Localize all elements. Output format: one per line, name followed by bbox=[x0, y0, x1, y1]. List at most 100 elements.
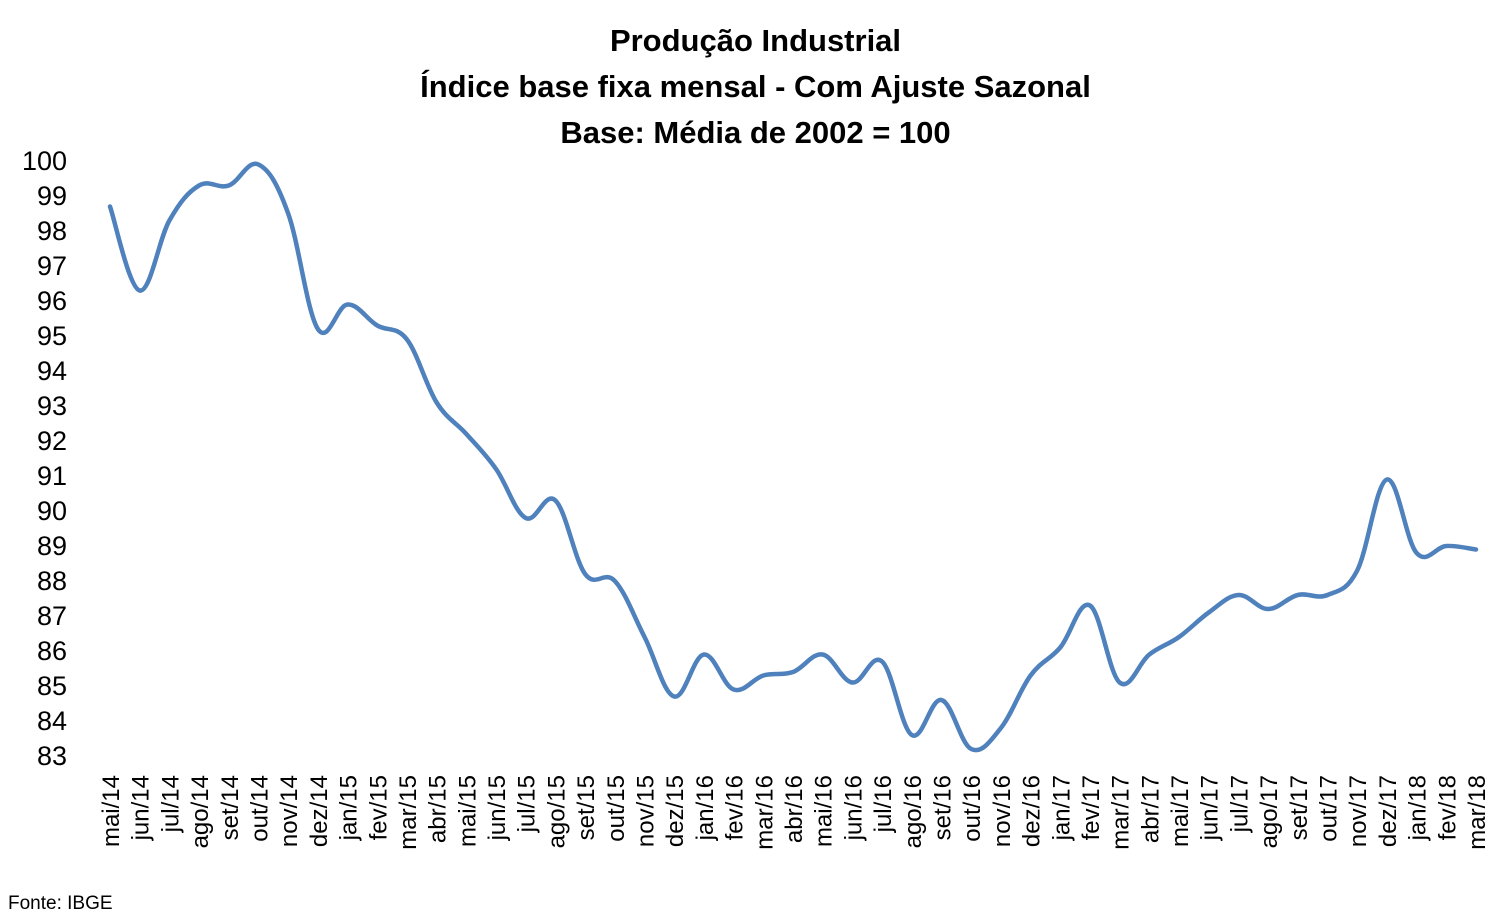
chart-subtitle-index: Índice base fixa mensal - Com Ajuste Saz… bbox=[420, 69, 1091, 104]
data-point-abr/17 bbox=[1147, 653, 1151, 657]
data-point-jun/15 bbox=[494, 467, 498, 471]
data-point-abr/16 bbox=[791, 670, 795, 674]
data-point-dez/16 bbox=[1029, 674, 1033, 678]
x-tick-label: mar/15 bbox=[395, 775, 422, 850]
data-point-jan/18 bbox=[1415, 551, 1419, 555]
data-point-ago/15 bbox=[553, 499, 557, 503]
data-point-mai/15 bbox=[464, 432, 468, 436]
y-tick-label: 84 bbox=[37, 706, 67, 736]
chart-subtitle-base: Base: Média de 2002 = 100 bbox=[560, 115, 951, 150]
x-tick-label: jan/15 bbox=[336, 775, 363, 841]
y-tick-label: 93 bbox=[37, 391, 67, 421]
x-tick-label: set/16 bbox=[929, 775, 956, 840]
x-tick-label: dez/17 bbox=[1375, 775, 1402, 847]
x-tick-label: jul/14 bbox=[157, 775, 184, 833]
x-tick-label: ago/17 bbox=[1256, 775, 1283, 848]
data-point-out/17 bbox=[1326, 593, 1330, 597]
data-point-jun/16 bbox=[850, 681, 854, 685]
y-tick-label: 100 bbox=[22, 146, 67, 176]
y-tick-label: 86 bbox=[37, 636, 67, 666]
x-tick-label: mar/16 bbox=[751, 775, 778, 850]
data-point-mai/14 bbox=[108, 205, 112, 209]
x-tick-label: jan/18 bbox=[1405, 775, 1432, 841]
x-tick-label: nov/16 bbox=[989, 775, 1016, 847]
x-tick-label: mai/17 bbox=[1167, 775, 1194, 847]
x-axis-ticks: mai/14 jun/14 jul/14 ago/14 set/14 out/14 nov/… bbox=[98, 775, 1491, 850]
source-note: Fonte: IBGE bbox=[8, 893, 113, 914]
data-point-out/15 bbox=[613, 579, 617, 583]
x-tick-label: jun/14 bbox=[128, 775, 155, 841]
chart-title: Produção Industrial bbox=[609, 23, 902, 58]
data-point-ago/14 bbox=[197, 184, 201, 188]
y-tick-label: 99 bbox=[37, 181, 67, 211]
data-point-fev/17 bbox=[1088, 604, 1092, 608]
x-tick-label: abr/15 bbox=[425, 775, 452, 843]
data-point-ago/17 bbox=[1266, 607, 1270, 611]
x-tick-label: fev/17 bbox=[1078, 775, 1105, 840]
data-point-mar/16 bbox=[761, 674, 765, 678]
y-tick-label: 95 bbox=[37, 321, 67, 351]
data-points bbox=[108, 163, 1478, 752]
data-point-out/14 bbox=[256, 163, 260, 167]
x-tick-label: ago/14 bbox=[187, 775, 214, 848]
data-point-abr/15 bbox=[435, 401, 439, 405]
data-point-mar/15 bbox=[405, 338, 409, 342]
x-tick-label: out/16 bbox=[959, 775, 986, 842]
data-point-jun/14 bbox=[138, 289, 142, 293]
data-point-set/15 bbox=[583, 572, 587, 576]
data-point-dez/14 bbox=[316, 327, 320, 331]
x-tick-label: out/15 bbox=[603, 775, 630, 842]
data-point-jul/14 bbox=[167, 219, 171, 223]
data-point-nov/17 bbox=[1355, 569, 1359, 573]
x-tick-label: set/15 bbox=[573, 775, 600, 840]
x-tick-label: jan/16 bbox=[692, 775, 719, 841]
y-tick-label: 83 bbox=[37, 741, 67, 771]
series-line bbox=[107, 161, 1479, 753]
data-point-nov/15 bbox=[643, 635, 647, 639]
y-tick-label: 98 bbox=[37, 216, 67, 246]
x-tick-label: ago/15 bbox=[543, 775, 570, 848]
y-tick-label: 92 bbox=[37, 426, 67, 456]
data-point-jan/15 bbox=[346, 303, 350, 307]
data-point-mar/18 bbox=[1474, 548, 1478, 552]
data-point-nov/14 bbox=[286, 212, 290, 216]
x-tick-label: ago/16 bbox=[900, 775, 927, 848]
x-tick-label: nov/17 bbox=[1345, 775, 1372, 847]
data-point-fev/18 bbox=[1444, 544, 1448, 548]
x-tick-label: dez/14 bbox=[306, 775, 333, 847]
y-tick-label: 88 bbox=[37, 566, 67, 596]
x-tick-label: jul/17 bbox=[1226, 775, 1253, 833]
x-tick-label: jun/15 bbox=[484, 775, 511, 841]
x-tick-label: fev/15 bbox=[365, 775, 392, 840]
x-tick-label: abr/16 bbox=[781, 775, 808, 843]
x-tick-label: fev/18 bbox=[1434, 775, 1461, 840]
x-tick-label: dez/16 bbox=[1019, 775, 1046, 847]
data-point-mai/16 bbox=[821, 653, 825, 657]
x-tick-label: set/17 bbox=[1286, 775, 1313, 840]
y-tick-label: 96 bbox=[37, 286, 67, 316]
y-tick-label: 97 bbox=[37, 251, 67, 281]
data-point-mar/17 bbox=[1118, 681, 1122, 685]
data-point-dez/15 bbox=[672, 695, 676, 699]
x-tick-label: nov/15 bbox=[633, 775, 660, 847]
x-tick-label: mai/14 bbox=[98, 775, 125, 847]
data-point-mai/17 bbox=[1177, 635, 1181, 639]
x-tick-label: out/17 bbox=[1316, 775, 1343, 842]
data-point-jul/17 bbox=[1236, 593, 1240, 597]
data-point-fev/16 bbox=[732, 688, 736, 692]
x-tick-label: mar/17 bbox=[1108, 775, 1135, 850]
data-point-nov/16 bbox=[999, 726, 1003, 730]
x-tick-label: jan/17 bbox=[1048, 775, 1075, 841]
x-tick-label: jun/17 bbox=[1197, 775, 1224, 841]
data-point-jan/16 bbox=[702, 653, 706, 657]
x-tick-label: jul/15 bbox=[514, 775, 541, 833]
chart-title-block: Produção Industrial Índice base fixa men… bbox=[0, 18, 1511, 156]
y-tick-label: 94 bbox=[37, 356, 67, 386]
x-tick-label: fev/16 bbox=[722, 775, 749, 840]
data-point-ago/16 bbox=[910, 733, 914, 737]
x-tick-label: mai/15 bbox=[454, 775, 481, 847]
x-tick-label: jun/16 bbox=[840, 775, 867, 841]
data-point-jul/16 bbox=[880, 660, 884, 664]
x-tick-label: mar/18 bbox=[1464, 775, 1491, 850]
